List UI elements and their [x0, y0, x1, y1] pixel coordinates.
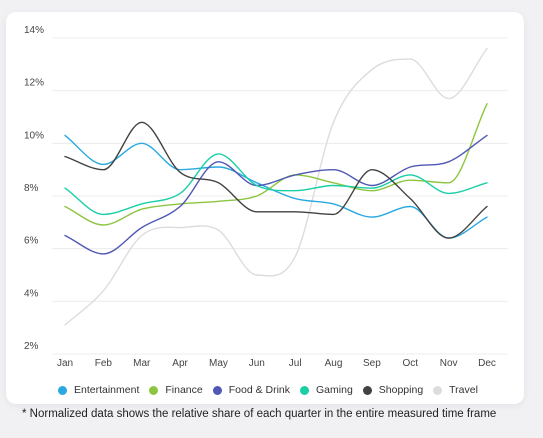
x-tick-label: Feb [95, 358, 113, 369]
y-tick-label: 4% [24, 288, 39, 299]
y-axis-ticks: 2% 4% 6% 8% 10% 12% 14% [24, 25, 44, 352]
series-lines [64, 47, 488, 326]
legend-item-food-drink: Food & Drink [212, 384, 291, 396]
line-chart: 2% 4% 6% 8% 10% 12% 14% Jan Feb Mar Apr May Jun Jul A… [24, 25, 508, 369]
y-tick-label: 10% [24, 130, 44, 141]
legend-item-finance: Finance [149, 384, 203, 396]
legend-marker [58, 385, 67, 395]
series-line-travel [64, 47, 488, 326]
y-tick-label: 2% [24, 341, 39, 352]
legend-marker [433, 385, 443, 395]
x-tick-label: Oct [402, 358, 418, 369]
series-line-entertainment [64, 134, 488, 239]
series-line-shopping [64, 121, 488, 239]
x-tick-label: Dec [478, 358, 496, 369]
legend-marker [212, 385, 222, 395]
x-tick-label: Mar [133, 358, 151, 369]
x-tick-label: Sep [363, 358, 381, 369]
legend-item-shopping: Shopping [362, 384, 424, 396]
y-tick-label: 12% [24, 78, 44, 89]
series-line-finance [64, 103, 488, 226]
chart-card [6, 12, 524, 404]
x-tick-label: Aug [325, 358, 343, 369]
legend-marker [362, 385, 372, 395]
y-tick-label: 14% [24, 25, 44, 36]
footnote: * Normalized data shows the relative sha… [22, 408, 497, 420]
y-tick-label: 8% [24, 183, 39, 194]
legend-label: Food & Drink [228, 384, 291, 396]
legend-marker [149, 385, 159, 395]
legend: Entertainment Finance Food & Drink Gaming Sh… [58, 382, 488, 398]
y-tick-label: 6% [24, 236, 39, 247]
legend-label: Finance [165, 384, 203, 396]
x-tick-label: Jan [57, 358, 73, 369]
x-tick-label: Jun [249, 358, 265, 369]
legend-label: Entertainment [74, 384, 140, 396]
x-tick-label: Nov [440, 358, 458, 369]
legend-label: Shopping [378, 384, 424, 396]
x-tick-label: May [209, 358, 228, 369]
grid-lines [52, 37, 508, 355]
series-line-food-drink [64, 134, 488, 255]
legend-label: Travel [449, 384, 478, 396]
legend-marker [300, 385, 310, 395]
legend-item-entertainment: Entertainment [58, 384, 139, 396]
x-tick-label: Apr [172, 358, 188, 369]
series-line-gaming [64, 153, 488, 216]
legend-item-travel: Travel [433, 384, 478, 396]
legend-item-gaming: Gaming [300, 384, 353, 396]
x-tick-label: Jul [289, 358, 302, 369]
legend-label: Gaming [316, 384, 353, 396]
x-axis-ticks: Jan Feb Mar Apr May Jun Jul Aug Sep Oct Nov Dec [57, 358, 496, 369]
